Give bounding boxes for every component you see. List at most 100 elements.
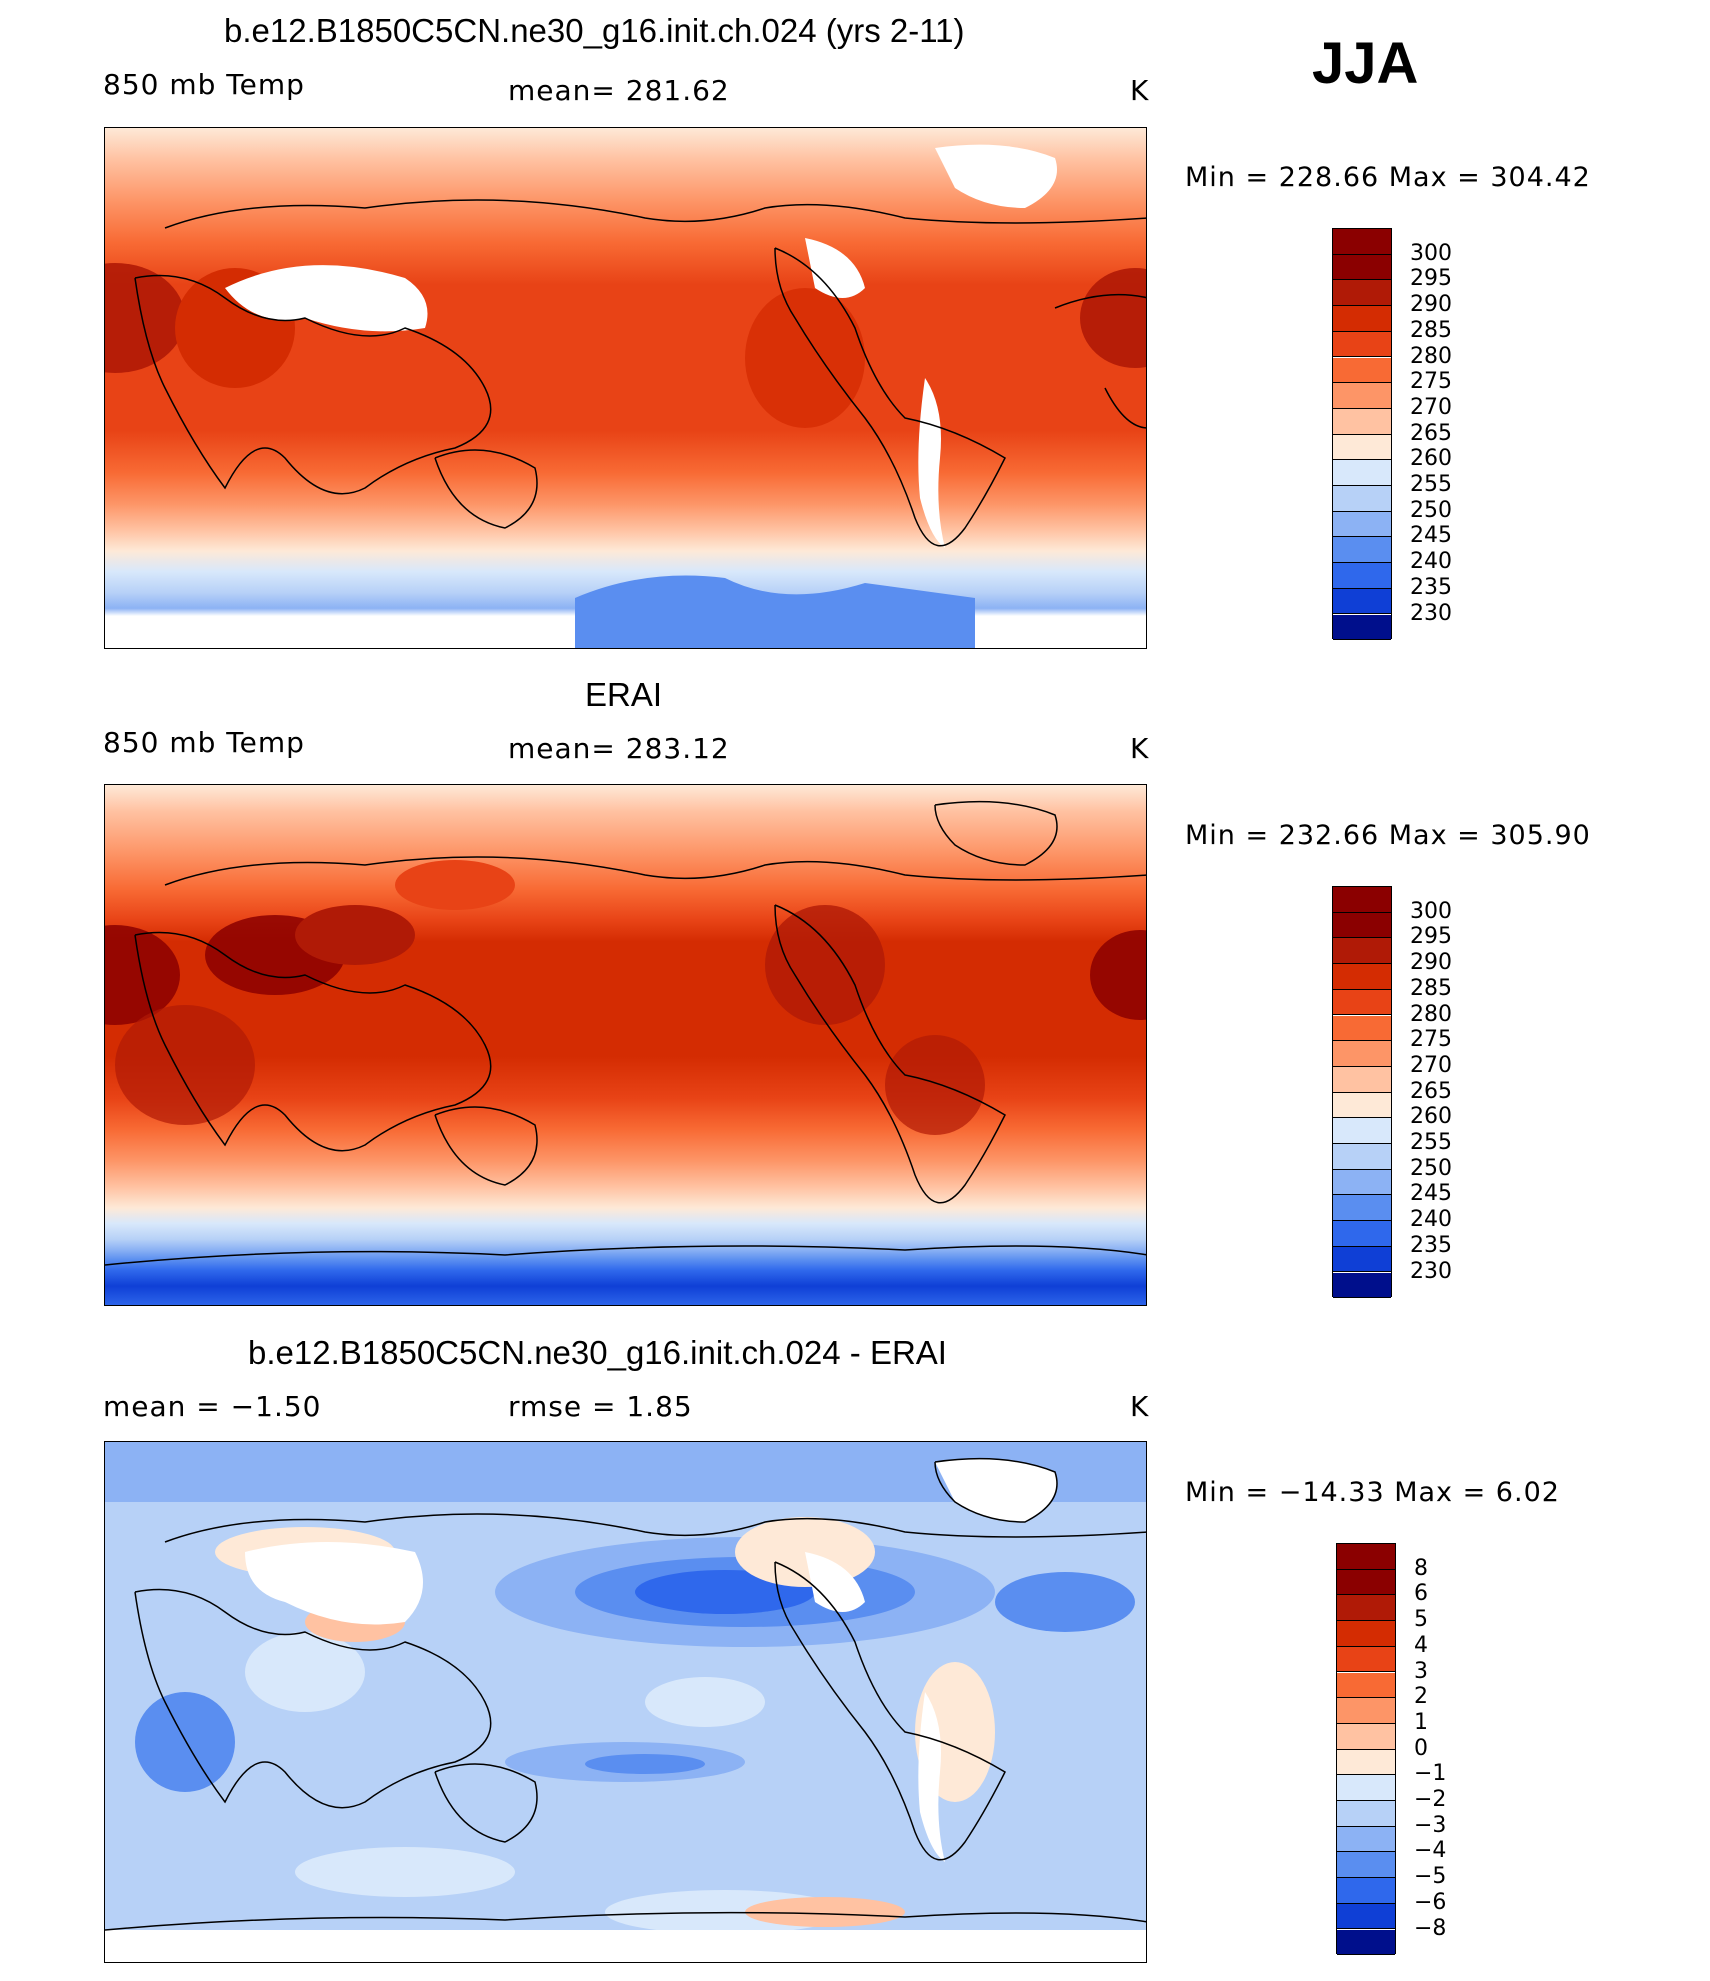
colorbar-tick-label: 265	[1410, 420, 1452, 446]
colorbar-swatch	[1337, 1903, 1395, 1930]
colorbar-tick-label: 8	[1414, 1555, 1428, 1581]
colorbar-tick-label: 285	[1410, 317, 1452, 343]
colorbar-tick-label: −3	[1414, 1812, 1447, 1838]
panel-3-minmax: Min = −14.33 Max = 6.02	[1185, 1477, 1560, 1508]
colorbar-tick-label: 1	[1414, 1709, 1428, 1735]
colorbar-tick-label: 285	[1410, 975, 1452, 1001]
panel-2-title: ERAI	[585, 676, 663, 713]
colorbar-swatch	[1333, 1118, 1391, 1144]
colorbar-swatch	[1333, 912, 1391, 939]
colorbar-box	[1332, 228, 1392, 641]
panel-3-map-canvas	[105, 1442, 1146, 1962]
colorbar-swatch	[1337, 1595, 1395, 1622]
panel-1-minmax: Min = 228.66 Max = 304.42	[1185, 162, 1591, 193]
colorbar-swatch	[1333, 537, 1391, 564]
colorbar-tick-label: 255	[1410, 472, 1452, 497]
colorbar-swatch	[1337, 1544, 1395, 1570]
colorbar-tick-label: 280	[1410, 1001, 1452, 1027]
panel-3-mean-label: mean = −1.50	[103, 1390, 322, 1423]
colorbar-swatch	[1333, 383, 1391, 409]
colorbar-swatch	[1333, 887, 1391, 913]
colorbar-tick-label: −5	[1414, 1864, 1447, 1890]
colorbar-swatch	[1333, 563, 1391, 589]
colorbar-swatch	[1333, 1015, 1391, 1042]
colorbar-tick-label: 265	[1410, 1078, 1452, 1104]
colorbar-tick-label: 240	[1410, 549, 1452, 575]
colorbar-tick-label: 245	[1410, 1181, 1452, 1207]
colorbar-tick-label: 270	[1410, 394, 1452, 420]
colorbar-swatch	[1337, 1801, 1395, 1827]
colorbar-tick-label: 240	[1410, 1207, 1452, 1233]
colorbar-tick-label: 270	[1410, 1052, 1452, 1078]
panel-2-unit-label: K	[1130, 732, 1150, 765]
colorbar-tick-label: 5	[1414, 1607, 1428, 1633]
colorbar-tick-label: 230	[1410, 1258, 1452, 1284]
panel-2-map	[104, 784, 1147, 1306]
panel-3-title: b.e12.B1850C5CN.ne30_g16.init.ch.024 - E…	[248, 1334, 947, 1371]
colorbar-tick-label: 6	[1414, 1581, 1428, 1607]
colorbar-swatch	[1337, 1569, 1395, 1596]
colorbar-tick-label: 250	[1410, 1155, 1452, 1181]
colorbar-swatch	[1333, 614, 1391, 641]
colorbar-swatch	[1333, 1066, 1391, 1093]
colorbar-swatch	[1333, 588, 1391, 615]
panel-2-minmax: Min = 232.66 Max = 305.90	[1185, 820, 1591, 851]
colorbar-swatch	[1333, 1221, 1391, 1247]
colorbar-swatch	[1337, 1878, 1395, 1904]
colorbar-swatch	[1333, 1246, 1391, 1273]
colorbar-swatch	[1333, 989, 1391, 1016]
colorbar-swatch	[1337, 1646, 1395, 1673]
colorbar-tick-label: 290	[1410, 292, 1452, 318]
panel-2-field-label: 850 mb Temp	[103, 726, 305, 759]
colorbar-swatch	[1333, 486, 1391, 512]
colorbar-swatch	[1333, 938, 1391, 965]
colorbar-tick-label: 260	[1410, 1104, 1452, 1130]
colorbar-tick-label: 245	[1410, 523, 1452, 549]
colorbar-tick-label: −2	[1414, 1787, 1447, 1812]
panel-1-unit-label: K	[1130, 74, 1150, 107]
colorbar-swatch	[1333, 306, 1391, 332]
colorbar-swatch	[1333, 964, 1391, 990]
colorbar-swatch	[1333, 280, 1391, 307]
colorbar-swatch	[1333, 434, 1391, 461]
panel-3-rmse-label: rmse = 1.85	[508, 1390, 693, 1423]
colorbar-tick-label: 280	[1410, 343, 1452, 369]
panel-1-title: b.e12.B1850C5CN.ne30_g16.init.ch.024 (yr…	[224, 12, 965, 49]
panel-1-field-label: 850 mb Temp	[103, 68, 305, 101]
colorbar-swatch	[1333, 460, 1391, 486]
colorbar-swatch	[1333, 254, 1391, 281]
colorbar-swatch	[1333, 331, 1391, 358]
colorbar-swatch	[1337, 1929, 1395, 1956]
colorbar-swatch	[1333, 1144, 1391, 1170]
colorbar-swatch	[1337, 1698, 1395, 1724]
colorbar-swatch	[1337, 1672, 1395, 1699]
colorbar-tick-label: 260	[1410, 446, 1452, 472]
colorbar-swatch	[1333, 511, 1391, 538]
panel-1-map-canvas	[105, 128, 1146, 648]
colorbar-tick-label: 235	[1410, 574, 1452, 600]
colorbar-tick-label: −4	[1414, 1838, 1447, 1864]
colorbar-box	[1336, 1543, 1396, 1956]
colorbar-tick-label: 300	[1410, 898, 1452, 924]
colorbar-box	[1332, 886, 1392, 1299]
colorbar-swatch	[1333, 1195, 1391, 1222]
colorbar-swatch	[1333, 357, 1391, 384]
colorbar-tick-label: 300	[1410, 240, 1452, 266]
panel-2-map-canvas	[105, 785, 1146, 1305]
colorbar-tick-label: 250	[1410, 497, 1452, 523]
colorbar-swatch	[1337, 1826, 1395, 1853]
colorbar-tick-label: 290	[1410, 950, 1452, 976]
colorbar-swatch	[1333, 229, 1391, 255]
colorbar-tick-label: 0	[1414, 1735, 1428, 1761]
colorbar-tick-label: 295	[1410, 266, 1452, 292]
colorbar-swatch	[1333, 1092, 1391, 1119]
colorbar-tick-label: 255	[1410, 1130, 1452, 1155]
colorbar-tick-label: 230	[1410, 600, 1452, 626]
colorbar-tick-label: 275	[1410, 369, 1452, 395]
colorbar-tick-label: −1	[1414, 1761, 1447, 1787]
colorbar-tick-label: 3	[1414, 1658, 1428, 1684]
colorbar-tick-label: 2	[1414, 1684, 1428, 1710]
season-label: JJA	[1312, 31, 1419, 96]
colorbar-swatch	[1337, 1723, 1395, 1750]
colorbar-tick-label: 275	[1410, 1027, 1452, 1053]
